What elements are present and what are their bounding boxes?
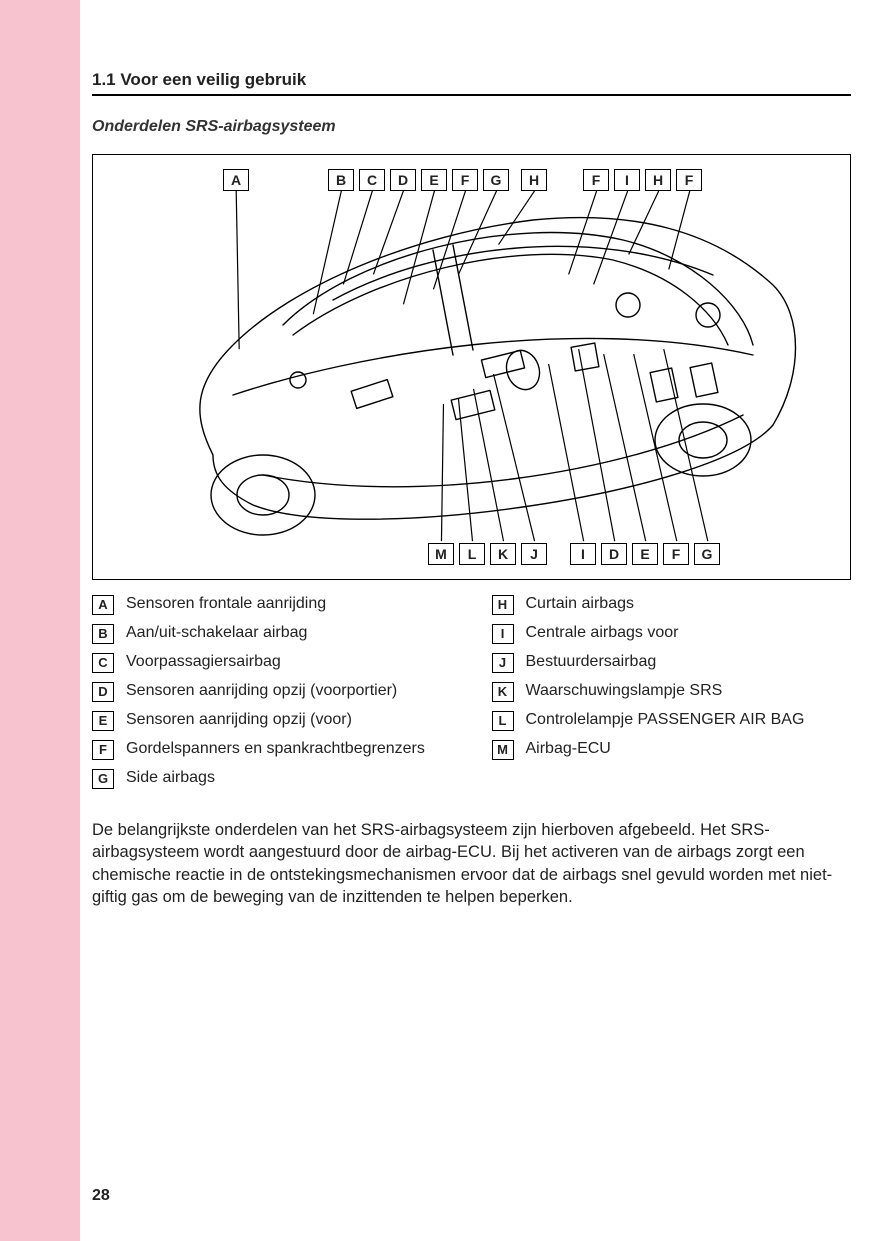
page-number: 28: [92, 1187, 110, 1205]
legend-text: Aan/uit-schakelaar airbag: [124, 623, 307, 644]
legend-key: I: [492, 624, 514, 644]
legend-item-g: G Side airbags: [92, 768, 452, 789]
legend-text: Sensoren aanrijding opzij (voor): [124, 710, 352, 731]
legend-key: B: [92, 624, 114, 644]
diagram-label-a: A: [223, 169, 249, 191]
legend-text: Centrale airbags voor: [524, 623, 679, 644]
legend-column-right: H Curtain airbags I Centrale airbags voor JB…: [492, 594, 852, 797]
legend: A Sensoren frontale aanrijding B Aan/uit-sc…: [92, 594, 851, 797]
diagram-label-c: C: [359, 169, 385, 191]
legend-item-m: M Airbag-ECU: [492, 739, 852, 760]
legend-text: Sensoren frontale aanrijding: [124, 594, 326, 615]
legend-key: G: [92, 769, 114, 789]
legend-item-f: F Gordelspanners en spankrachtbegrenzers: [92, 739, 452, 760]
legend-key: H: [492, 595, 514, 615]
legend-item-c: C Voorpassagiersairbag: [92, 652, 452, 673]
diagram-label-b: B: [328, 169, 354, 191]
airbag-diagram: ABCDEFGHFIHFMLKJIDEFG: [92, 154, 851, 580]
legend-key: E: [92, 711, 114, 731]
legend-item-l: L Controlelampje PASSENGER AIR BAG: [492, 710, 852, 731]
legend-text: Voorpassagiersairbag: [124, 652, 281, 673]
legend-text: Curtain airbags: [524, 594, 635, 615]
diagram-label-j: J: [521, 543, 547, 565]
section-heading: 1.1 Voor een veilig gebruik: [92, 70, 851, 96]
page-content: 1.1 Voor een veilig gebruik Onderdelen S…: [92, 70, 851, 908]
legend-text: Airbag-ECU: [524, 739, 611, 760]
legend-text: Bestuurdersairbag: [524, 652, 657, 673]
legend-key: F: [92, 740, 114, 760]
legend-text: Controlelampje PASSENGER AIR BAG: [524, 710, 805, 731]
diagram-label-h: H: [645, 169, 671, 191]
leader-lines: [93, 155, 850, 579]
legend-item-a: A Sensoren frontale aanrijding: [92, 594, 452, 615]
diagram-label-g: G: [694, 543, 720, 565]
diagram-label-l: L: [459, 543, 485, 565]
legend-key: C: [92, 653, 114, 673]
diagram-label-d: D: [390, 169, 416, 191]
diagram-label-f: F: [663, 543, 689, 565]
diagram-label-e: E: [421, 169, 447, 191]
legend-key: M: [492, 740, 514, 760]
diagram-label-m: M: [428, 543, 454, 565]
diagram-label-k: K: [490, 543, 516, 565]
legend-column-left: A Sensoren frontale aanrijding B Aan/uit-sc…: [92, 594, 452, 797]
diagram-label-d: D: [601, 543, 627, 565]
legend-text: Gordelspanners en spankrachtbegrenzers: [124, 739, 425, 760]
diagram-label-f: F: [583, 169, 609, 191]
diagram-label-f: F: [452, 169, 478, 191]
legend-item-b: B Aan/uit-schakelaar airbag: [92, 623, 452, 644]
legend-text: Side airbags: [124, 768, 215, 789]
legend-key: J: [492, 653, 514, 673]
legend-item-i: I Centrale airbags voor: [492, 623, 852, 644]
diagram-label-e: E: [632, 543, 658, 565]
legend-item-d: D Sensoren aanrijding opzij (voorportier): [92, 681, 452, 702]
legend-text: Waarschuwingslampje SRS: [524, 681, 723, 702]
diagram-label-h: H: [521, 169, 547, 191]
legend-key: L: [492, 711, 514, 731]
legend-text: Sensoren aanrijding opzij (voorportier): [124, 681, 397, 702]
legend-item-k: K Waarschuwingslampje SRS: [492, 681, 852, 702]
diagram-label-i: I: [570, 543, 596, 565]
legend-key: A: [92, 595, 114, 615]
legend-item-j: J Bestuurdersairbag: [492, 652, 852, 673]
diagram-label-g: G: [483, 169, 509, 191]
legend-item-e: E Sensoren aanrijding opzij (voor): [92, 710, 452, 731]
subheading: Onderdelen SRS-airbagsysteem: [92, 118, 851, 136]
left-margin-band: [0, 0, 80, 1241]
diagram-label-f: F: [676, 169, 702, 191]
legend-item-h: H Curtain airbags: [492, 594, 852, 615]
diagram-label-i: I: [614, 169, 640, 191]
legend-key: D: [92, 682, 114, 702]
legend-key: K: [492, 682, 514, 702]
body-paragraph: De belangrijkste onderdelen van het SRS-…: [92, 819, 851, 908]
